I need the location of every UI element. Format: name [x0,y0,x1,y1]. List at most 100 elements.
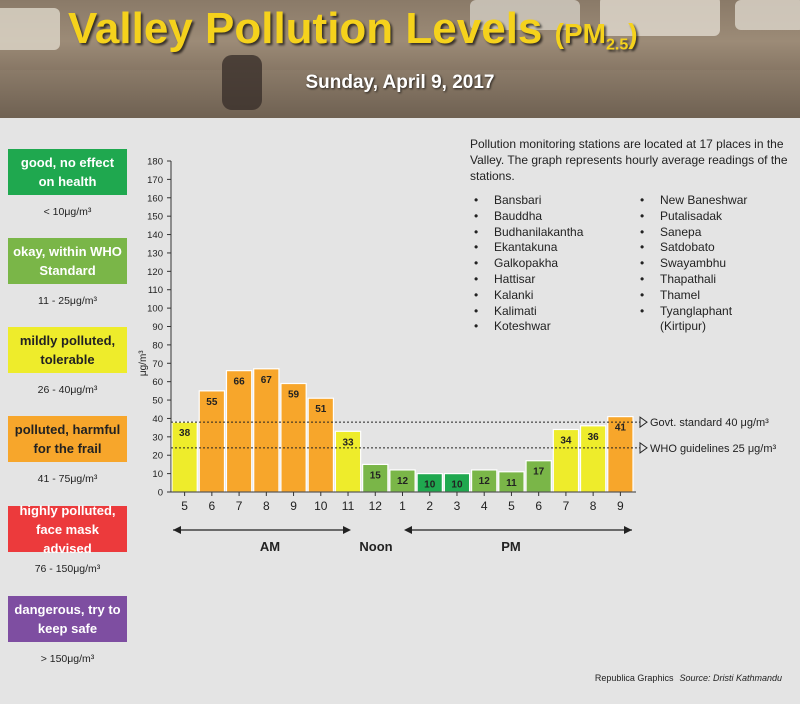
reference-label: Govt. standard 40 μg/m³ [650,417,769,429]
x-tick-label: 4 [481,499,488,513]
x-tick-label: 12 [369,499,383,513]
bar [470,469,498,493]
legend-range: 76 - 150μg/m³ [34,563,101,575]
bar-value-label: 59 [288,390,300,401]
bar-value-label: 51 [315,404,327,415]
bar-value-label: 66 [234,377,246,388]
station-item: Hattisar [470,272,583,288]
motorbike-shape [222,55,262,110]
reference-arrow [639,441,648,454]
bar-value-label: 15 [370,470,382,481]
credit-publisher: Republica Graphics [594,673,674,683]
bar-value-label: 10 [424,480,436,491]
x-tick-label: 1 [399,499,406,513]
x-tick-label: 2 [426,499,433,513]
station-item: Koteshwar [470,319,583,335]
car-shape [0,8,60,50]
y-tick-label: 40 [152,414,163,425]
bar [607,416,634,493]
station-item: Galkopakha [470,256,583,272]
y-tick-label: 180 [147,157,163,168]
car-shape [470,0,580,30]
bar [498,471,525,493]
y-tick-label: 140 [147,230,163,241]
bar-value-label: 12 [479,476,491,487]
date-subtitle: Sunday, April 9, 2017 [305,72,495,93]
pm-arrow-head [404,526,412,534]
station-item: Kalanki [470,288,583,304]
bar [253,368,280,493]
legend-range: 11 - 25μg/m³ [38,295,97,307]
car-shape [600,0,720,36]
page-title: Valley Pollution Levels (PM2.5) [68,4,638,54]
bar [280,382,307,493]
reference-label: WHO guidelines 25 μg/m³ [650,443,777,455]
station-item: Kalimati [470,304,583,320]
station-item: (Kirtipur) [660,319,707,334]
reference-arrow [639,416,648,429]
x-tick-label: 7 [236,499,243,513]
y-tick-label: 0 [158,488,163,499]
legend-box: polluted, harmful for the frail [8,416,127,462]
period-label-pm: PM [501,539,521,554]
x-tick-label: 8 [590,499,597,513]
y-tick-label: 130 [147,248,163,259]
x-tick-label: 8 [263,499,270,513]
station-item: Ekantakuna [470,240,583,256]
station-item: Bansbari [470,193,583,209]
bar-value-label: 10 [451,480,463,491]
bar-value-label: 34 [560,435,572,446]
credit-line: Republica Graphics Source: Dristi Kathman… [595,673,782,683]
station-item: Putalisadak [636,209,747,225]
station-item: New Baneshwar [636,193,747,209]
y-tick-label: 30 [152,432,163,443]
legend-range: 41 - 75μg/m³ [37,473,98,485]
station-list-left: BansbariBauddhaBudhanilakanthaEkantakuna… [470,193,583,335]
station-item: Sanepa [636,225,747,241]
y-tick-label: 50 [152,396,163,407]
bar [198,390,226,493]
period-label-am: AM [260,539,280,554]
pm-arrow-head [624,526,632,534]
legend-range: < 10μg/m³ [43,206,92,218]
x-tick-label: 5 [508,499,515,513]
bar [552,428,580,493]
y-tick-label: 120 [147,267,163,278]
x-tick-label: 3 [454,499,461,513]
x-tick-label: 9 [617,499,624,513]
station-item: Satdobato [636,240,747,256]
y-tick-label: 10 [152,469,163,480]
legend-box: good, no effect on health [8,149,127,195]
y-tick-label: 160 [147,193,163,204]
y-tick-label: 110 [148,285,163,296]
station-list-right: New BaneshwarPutalisadakSanepaSatdobatoS… [636,193,747,335]
bar-value-label: 17 [533,467,545,478]
x-tick-label: 7 [563,499,570,513]
y-tick-label: 170 [147,175,163,186]
bar [525,460,552,493]
y-axis-label: μg/m³ [138,350,149,376]
bar-value-label: 33 [342,437,354,448]
bar [362,463,389,493]
bar [171,421,198,493]
bar [579,425,607,493]
y-tick-label: 80 [152,340,163,351]
legend-box: highly polluted, face mask advised [8,503,127,556]
period-label-noon: Noon [359,539,392,554]
legend-box: mildly polluted, tolerable [8,327,127,373]
y-tick-label: 100 [147,304,163,315]
x-tick-label: 9 [290,499,297,513]
station-item: Tyanglaphant [636,304,747,320]
station-item: Thamel [636,288,747,304]
car-shape [735,0,800,30]
x-tick-label: 11 [342,499,355,513]
bar-value-label: 36 [588,432,600,443]
legend-box: dangerous, try to keep safe [8,596,127,642]
header-banner: Valley Pollution Levels (PM2.5) Sunday, … [0,0,800,118]
station-item: Bauddha [470,209,583,225]
bar-value-label: 41 [615,423,627,434]
legend-range: > 150μg/m³ [40,653,95,665]
bar-value-label: 12 [397,476,409,487]
bar-value-label: 55 [206,397,218,408]
street-photo [0,70,800,118]
